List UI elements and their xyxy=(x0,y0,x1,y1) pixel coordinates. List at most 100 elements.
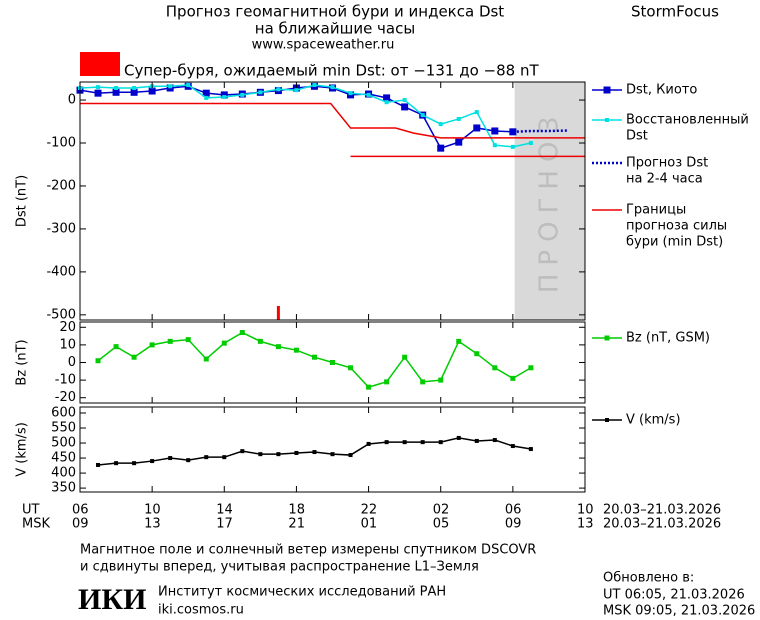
y-tick-label: -100 xyxy=(46,136,76,151)
brand: StormFocus xyxy=(631,3,719,21)
y-tick-label: 350 xyxy=(51,481,76,496)
data-point xyxy=(186,83,191,88)
data-point xyxy=(474,351,480,357)
data-point xyxy=(384,379,390,385)
data-point xyxy=(474,110,479,115)
data-point xyxy=(402,98,407,103)
data-point xyxy=(258,452,263,457)
legend-label: на 2-4 часа xyxy=(626,172,703,187)
y-tick-label: 10 xyxy=(59,337,76,352)
data-point xyxy=(204,95,209,100)
y-tick-label: 0 xyxy=(68,93,76,108)
legend-label: Восстановленный xyxy=(626,113,749,128)
data-point xyxy=(366,384,372,390)
data-point xyxy=(456,116,461,121)
data-point xyxy=(383,94,391,102)
data-point xyxy=(257,338,263,344)
x-tick-label: 22 xyxy=(361,503,378,518)
data-point xyxy=(168,456,173,461)
data-point xyxy=(510,375,516,381)
data-point xyxy=(492,438,497,443)
y-tick-label: -10 xyxy=(55,373,76,388)
data-point xyxy=(438,377,444,383)
y-tick-label: -20 xyxy=(55,390,76,405)
series-line xyxy=(79,85,513,150)
data-point xyxy=(473,124,481,132)
y-tick-label: -200 xyxy=(46,178,76,193)
data-point xyxy=(132,86,137,91)
data-point xyxy=(312,450,317,455)
note: Магнитное поле и солнечный ветер измерен… xyxy=(80,543,536,558)
data-point xyxy=(420,379,426,385)
data-point xyxy=(456,338,462,344)
y-tick-label: -300 xyxy=(46,221,76,236)
data-point xyxy=(312,83,317,88)
data-point xyxy=(114,86,119,91)
data-point xyxy=(292,84,300,92)
data-point xyxy=(113,344,119,350)
data-point xyxy=(401,103,409,111)
y-tick-label: 500 xyxy=(51,436,76,451)
x-tick-label: 10 xyxy=(577,503,594,518)
data-point xyxy=(275,344,281,350)
data-point xyxy=(384,440,389,445)
storm-swatch xyxy=(80,52,120,76)
data-point xyxy=(456,435,461,440)
forecast-zone xyxy=(514,82,585,320)
legend-label: Границы xyxy=(626,203,686,218)
data-point xyxy=(204,455,209,460)
data-point xyxy=(114,461,119,466)
data-point xyxy=(240,92,245,97)
data-point xyxy=(528,447,533,452)
data-point xyxy=(348,91,353,96)
data-point xyxy=(96,462,101,467)
data-point xyxy=(510,144,515,149)
data-point xyxy=(276,87,281,92)
note: и сдвинуты вперед, учитывая распростране… xyxy=(80,560,479,575)
data-point xyxy=(132,461,137,466)
data-point xyxy=(203,356,209,362)
subtitle: на ближайшие часы xyxy=(255,20,415,38)
data-point xyxy=(491,127,499,135)
panel-frame xyxy=(79,81,586,321)
y-tick-label: -500 xyxy=(46,307,76,322)
data-point xyxy=(96,85,101,90)
legend-label: Dst xyxy=(626,129,648,144)
legend-label: V (km/s) xyxy=(626,413,681,428)
url: www.spaceweather.ru xyxy=(252,38,395,53)
data-point xyxy=(402,440,407,445)
series-line xyxy=(79,84,532,148)
data-point xyxy=(366,441,371,446)
data-point xyxy=(186,458,191,463)
y-tick-label: -400 xyxy=(46,264,76,279)
y-tick-label: 20 xyxy=(59,320,76,335)
y-axis-label: Bz (nT) xyxy=(15,339,30,385)
legend-label: Dst, Киото xyxy=(626,83,697,98)
data-point xyxy=(438,440,443,445)
x-tick-label-msk: 13 xyxy=(577,517,594,532)
data-point xyxy=(492,143,497,148)
data-point xyxy=(294,450,299,455)
data-point xyxy=(276,452,281,457)
data-point xyxy=(221,340,227,346)
data-point xyxy=(258,90,263,95)
data-point xyxy=(294,88,299,93)
x-tick-label: 02 xyxy=(433,503,450,518)
legend-marker xyxy=(603,86,611,94)
updated: Обновлено в: xyxy=(603,571,694,586)
storm-forecast: Супер-буря, ожидаемый min Dst: от −131 д… xyxy=(124,62,539,80)
data-point xyxy=(168,84,173,89)
data-point xyxy=(510,444,515,449)
y-tick-label: 0 xyxy=(68,355,76,370)
data-point xyxy=(528,141,533,146)
series-line xyxy=(97,331,532,389)
forecast-label: ПРОГНОЗ xyxy=(534,109,564,293)
data-point xyxy=(202,89,210,97)
logo: ИКИ xyxy=(78,583,146,616)
date-range: 20.03–21.03.2026 xyxy=(603,503,721,518)
data-point xyxy=(384,100,389,105)
data-point xyxy=(95,358,101,364)
data-point xyxy=(420,440,425,445)
y-axis-label: Dst (nT) xyxy=(15,175,30,227)
